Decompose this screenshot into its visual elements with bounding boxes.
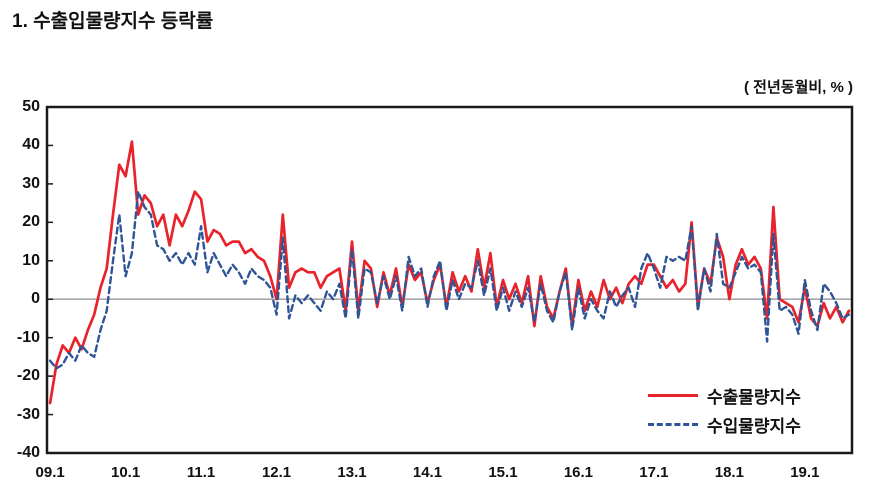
legend-item-export: 수출물량지수 [648, 381, 801, 410]
x-axis-tick-label: 10.1 [111, 464, 141, 481]
x-axis-tick-label: 14.1 [412, 464, 443, 481]
import-line-sample-icon [648, 423, 698, 426]
x-axis-tick-label: 17.1 [639, 464, 669, 481]
y-axis-tick-label: -10 [16, 328, 40, 346]
x-axis-tick-label: 09.1 [35, 464, 65, 481]
export-volume-line [48, 140, 851, 405]
page-title: 1. 수출입물량지수 등락률 [12, 11, 214, 32]
x-axis-tick-label: 16.1 [563, 464, 594, 481]
y-axis-tick-label: 0 [31, 290, 40, 308]
unit-label: ( 전년동월비, % ) [744, 79, 853, 96]
y-axis-tick-label: -40 [16, 444, 40, 461]
plot-border [45, 105, 854, 455]
x-axis-tick-label: 12.1 [261, 464, 292, 481]
y-axis-tick-label: 20 [22, 213, 40, 231]
export-line-sample-icon [648, 394, 698, 397]
y-axis-tick-label: 30 [22, 174, 40, 192]
y-axis-tick-label: 50 [22, 98, 40, 115]
x-axis-tick-label: 18.1 [714, 464, 744, 481]
y-axis-tick-label: 10 [22, 251, 40, 269]
x-axis-tick-label: 15.1 [488, 464, 518, 481]
x-axis-tick-label: 13.1 [337, 464, 367, 481]
x-axis-tick-label: 19.1 [790, 464, 820, 481]
legend-item-import: 수입물량지수 [648, 410, 801, 439]
y-axis-tick-label: 40 [22, 136, 40, 154]
import-volume-line [48, 190, 851, 370]
legend-label-export: 수출물량지수 [707, 388, 801, 407]
y-axis-tick-label: -30 [16, 405, 40, 423]
chart-legend: 수출물량지수 수입물량지수 [648, 381, 801, 439]
y-axis-tick-label: -20 [16, 367, 40, 385]
x-axis-tick-label: 11.1 [186, 464, 216, 481]
legend-label-import: 수입물량지수 [707, 417, 801, 436]
